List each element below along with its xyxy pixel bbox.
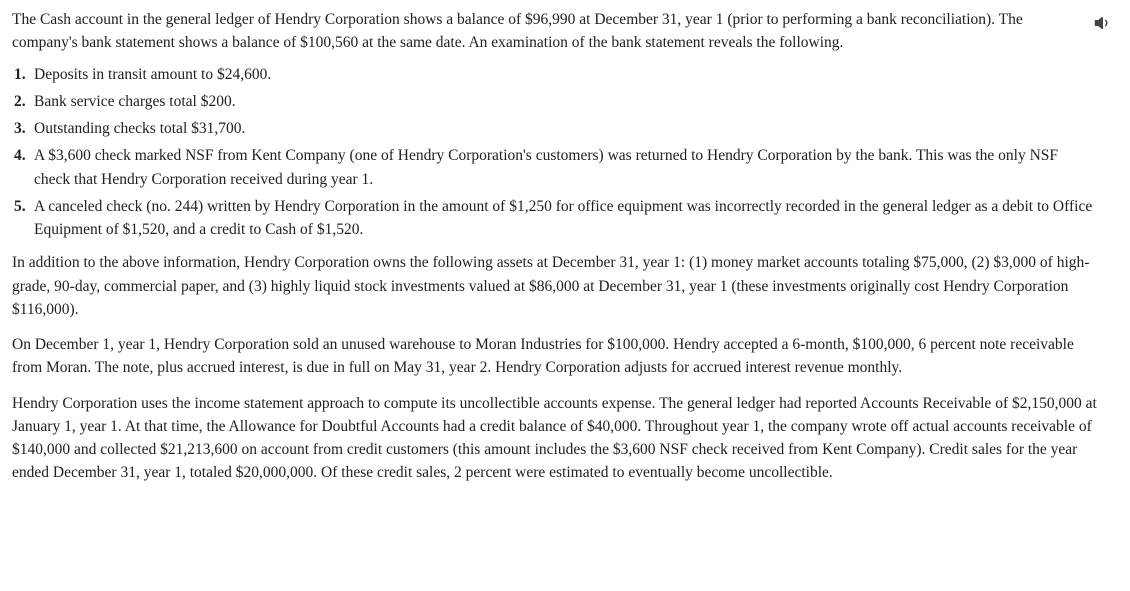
question-page: The Cash account in the general ledger o… [0,0,1130,591]
list-item: 1. Deposits in transit amount to $24,600… [12,63,1112,86]
list-text: A $3,600 check marked NSF from Kent Comp… [34,147,1058,187]
list-item: 4. A $3,600 check marked NSF from Kent C… [12,144,1112,191]
list-text: Outstanding checks total $31,700. [34,120,245,137]
list-item: 5. A canceled check (no. 244) written by… [12,195,1112,242]
warehouse-sale-paragraph: On December 1, year 1, Hendry Corporatio… [12,333,1112,380]
list-text: Bank service charges total $200. [34,93,236,110]
additional-assets-paragraph: In addition to the above information, He… [12,251,1112,321]
intro-paragraph: The Cash account in the general ledger o… [12,8,1112,55]
numbered-list: 1. Deposits in transit amount to $24,600… [12,63,1112,242]
list-marker: 1. [14,63,26,86]
uncollectible-accounts-paragraph: Hendry Corporation uses the income state… [12,392,1112,485]
speaker-icon [1094,14,1112,32]
list-text: Deposits in transit amount to $24,600. [34,66,271,83]
list-item: 3. Outstanding checks total $31,700. [12,117,1112,140]
list-marker: 2. [14,90,26,113]
list-marker: 4. [14,144,26,167]
audio-button[interactable] [1090,10,1116,36]
list-text: A canceled check (no. 244) written by He… [34,198,1092,238]
list-marker: 3. [14,117,26,140]
list-marker: 5. [14,195,26,218]
list-item: 2. Bank service charges total $200. [12,90,1112,113]
